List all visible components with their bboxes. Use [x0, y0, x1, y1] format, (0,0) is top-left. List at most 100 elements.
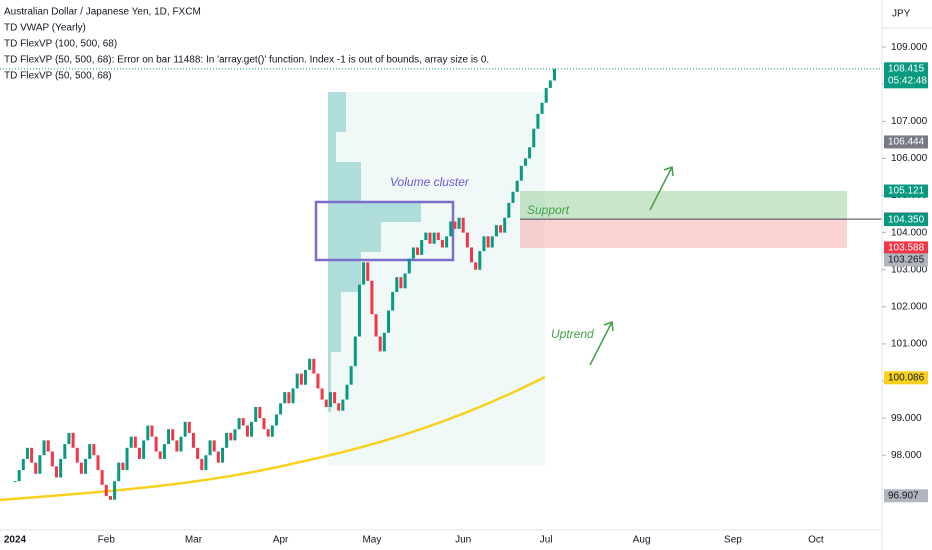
price-tag [884, 184, 928, 198]
y-tick-label: 102.000 [891, 301, 928, 312]
x-tick-label: Mar [185, 535, 203, 546]
y-tick-label: 99.000 [891, 413, 922, 424]
currency-label: JPY [892, 9, 911, 20]
candle [283, 392, 287, 404]
candle [42, 440, 46, 456]
candle [382, 332, 386, 352]
candle [362, 262, 366, 285]
candle [142, 440, 146, 459]
vwap-line [0, 375, 546, 502]
candle [21, 458, 25, 471]
x-tick-label: May [362, 535, 381, 546]
candle [349, 366, 353, 385]
candle [436, 232, 440, 241]
y-tick-label: 104.000 [891, 227, 928, 238]
y-tick-label: 106.000 [891, 153, 928, 164]
candle [200, 458, 204, 471]
candle [499, 225, 503, 233]
candle [370, 280, 374, 315]
candle [299, 373, 303, 385]
volume-profile [328, 92, 421, 412]
candle [162, 444, 166, 459]
candle [333, 392, 337, 404]
countdown: 05:42:48 [888, 75, 927, 86]
price-tag [884, 62, 928, 89]
candle [113, 481, 117, 500]
candle [75, 447, 79, 463]
arrow [649, 166, 673, 211]
candle [92, 444, 96, 456]
candle [108, 496, 112, 500]
candle [187, 421, 191, 433]
indicator: TD FlexVP (100, 500, 68) [4, 39, 117, 50]
candle [320, 388, 324, 400]
x-tick-label: Jun [455, 535, 471, 546]
candle [84, 458, 88, 474]
trend-label: Uptrend [551, 327, 594, 341]
candle [428, 232, 432, 244]
candle [353, 336, 357, 367]
candle [465, 232, 469, 248]
candle [482, 236, 486, 252]
candle [304, 369, 307, 385]
candle [403, 273, 407, 289]
candle [25, 447, 29, 459]
x-tick-label: Oct [808, 535, 824, 546]
candle [532, 128, 536, 148]
candle [150, 425, 154, 437]
candle [295, 373, 299, 389]
candle [470, 247, 473, 263]
indicator: TD VWAP (Yearly) [4, 23, 86, 34]
candle [138, 447, 141, 459]
x-tick-label: Sep [724, 535, 742, 546]
indicator: TD FlexVP (50, 500, 68) [4, 71, 112, 82]
candle [445, 236, 449, 248]
candle [225, 432, 229, 448]
candle [486, 236, 490, 248]
candle [55, 466, 58, 478]
candle [59, 458, 63, 478]
price-tag-label: 100.086 [888, 372, 925, 383]
candle [548, 80, 552, 88]
candle [221, 447, 224, 463]
candle [308, 358, 312, 370]
candle [337, 403, 341, 411]
candle [328, 392, 332, 407]
price-tag-label: 105.121 [888, 186, 925, 197]
candle [196, 447, 200, 459]
candle [133, 436, 137, 448]
candle [129, 436, 133, 448]
candle [312, 358, 316, 374]
candle [241, 418, 245, 426]
candle [274, 414, 278, 426]
candle [449, 221, 453, 237]
price-tag-label: 104.350 [888, 214, 925, 225]
candle [478, 251, 482, 270]
candle [191, 432, 195, 448]
candle [204, 455, 208, 471]
price-tag [884, 213, 928, 227]
candle [216, 451, 220, 463]
candle [71, 432, 75, 448]
candle [30, 447, 34, 463]
price-tag [884, 135, 928, 149]
candle [229, 432, 233, 441]
candle [399, 277, 403, 289]
candle [407, 258, 411, 274]
candle [490, 236, 494, 248]
candle [158, 451, 162, 459]
candle [38, 455, 42, 474]
x-tick-label: Feb [98, 535, 116, 546]
resistance-zone [520, 219, 847, 248]
candle [536, 113, 540, 129]
candle [266, 429, 270, 437]
candle [391, 291, 395, 311]
price-tag [884, 241, 928, 255]
candle [100, 470, 104, 485]
candle [63, 444, 67, 459]
candle [171, 429, 175, 441]
candle [88, 444, 92, 459]
price-tag-label: 106.444 [888, 137, 925, 148]
candle [237, 418, 241, 430]
candle [46, 440, 50, 452]
